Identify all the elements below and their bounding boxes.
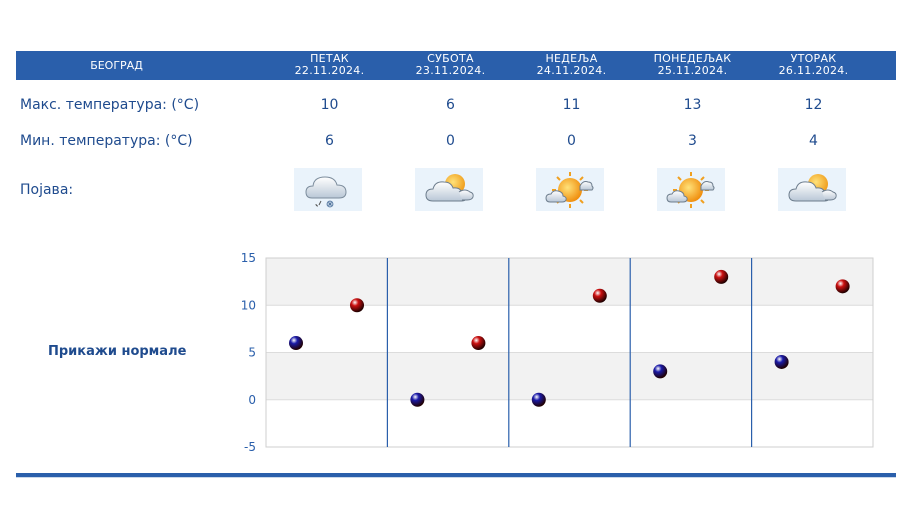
sun-cloud-icon bbox=[536, 168, 604, 211]
max-temp-value: 6 bbox=[446, 97, 455, 113]
y-tick-label: 10 bbox=[241, 298, 256, 312]
day-name: ПОНЕДЕЉАК bbox=[653, 52, 732, 65]
min-temp-point bbox=[531, 392, 546, 407]
min-temp-point bbox=[653, 364, 668, 379]
day-name: ПЕТАК bbox=[310, 52, 349, 65]
y-tick-label: 15 bbox=[241, 251, 256, 265]
max-temp-point bbox=[471, 336, 486, 351]
phenomenon-label: Појава: bbox=[20, 182, 74, 198]
forecast-header: БЕОГРАД ПЕТАК 22.11.2024. СУБОТА 23.11.2… bbox=[16, 51, 896, 80]
city-name: БЕОГРАД bbox=[90, 59, 143, 72]
min-temp-value: 4 bbox=[809, 133, 818, 149]
min-temp-point bbox=[289, 336, 303, 351]
day-date: 25.11.2024. bbox=[657, 64, 728, 77]
chart-band bbox=[266, 352, 873, 400]
day-date: 22.11.2024. bbox=[294, 64, 365, 77]
min-temp-value: 0 bbox=[446, 133, 455, 149]
chart-band bbox=[266, 305, 873, 353]
max-temp-value: 12 bbox=[804, 97, 823, 113]
cloud-snow-icon bbox=[294, 168, 362, 211]
min-temp-point bbox=[410, 392, 425, 407]
day-name: УТОРАК bbox=[790, 52, 837, 65]
max-temp-label: Макс. температура: (°C) bbox=[20, 97, 200, 113]
chart-band bbox=[266, 258, 873, 306]
min-temp-value: 0 bbox=[567, 133, 576, 149]
day-header: ПЕТАК 22.11.2024. bbox=[269, 51, 390, 82]
day-date: 23.11.2024. bbox=[415, 64, 486, 77]
min-temp-value: 3 bbox=[688, 133, 697, 149]
chart-band bbox=[266, 399, 873, 447]
min-temp-value: 6 bbox=[325, 133, 334, 149]
max-temp-value: 13 bbox=[683, 97, 702, 113]
max-temp-value: 11 bbox=[562, 97, 581, 113]
day-date: 24.11.2024. bbox=[536, 64, 607, 77]
day-name: НЕДЕЉА bbox=[545, 52, 598, 65]
min-temp-label: Мин. температура: (°C) bbox=[20, 133, 193, 149]
max-temp-value: 10 bbox=[320, 97, 339, 113]
temperature-chart: 15 10 5 0 -5 bbox=[241, 251, 874, 454]
max-temp-point bbox=[592, 288, 607, 303]
min-temp-point bbox=[774, 354, 789, 369]
footer-divider bbox=[16, 473, 896, 477]
day-header: УТОРАК 26.11.2024. bbox=[753, 51, 874, 82]
show-normals-link[interactable]: Прикажи нормале bbox=[48, 344, 187, 359]
y-tick-label: 5 bbox=[248, 346, 256, 360]
y-tick-label: 0 bbox=[248, 393, 256, 407]
max-temp-point bbox=[350, 298, 364, 313]
sun-cloud-icon bbox=[657, 168, 725, 211]
footer-divider-shadow bbox=[16, 477, 896, 478]
day-date: 26.11.2024. bbox=[778, 64, 849, 77]
max-temp-point bbox=[835, 279, 850, 294]
day-header: НЕДЕЉА 24.11.2024. bbox=[511, 51, 632, 82]
partly-cloudy-icon bbox=[778, 168, 846, 211]
partly-cloudy-icon bbox=[415, 168, 483, 211]
day-header: СУБОТА 23.11.2024. bbox=[390, 51, 511, 82]
day-header: ПОНЕДЕЉАК 25.11.2024. bbox=[632, 51, 753, 82]
y-tick-label: -5 bbox=[244, 440, 256, 454]
day-name: СУБОТА bbox=[427, 52, 474, 65]
max-temp-point bbox=[714, 269, 729, 284]
plot-border bbox=[265, 257, 874, 448]
